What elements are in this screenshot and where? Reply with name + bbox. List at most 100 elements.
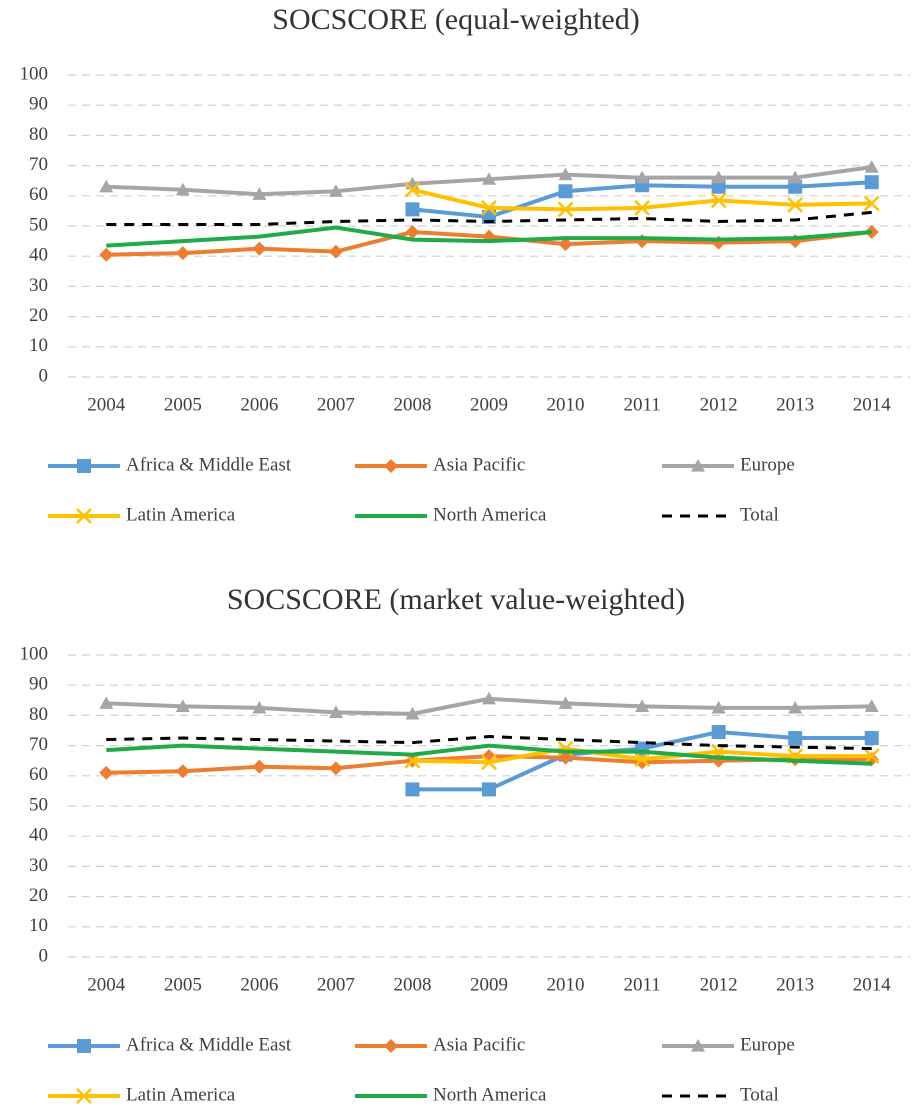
y-tick-label: 80	[29, 124, 48, 145]
marker	[711, 170, 726, 184]
marker	[328, 184, 343, 197]
legend-label: Europe	[740, 1034, 795, 1055]
legend-label: Total	[740, 1084, 779, 1105]
marker	[788, 170, 803, 184]
x-tick-label: 2009	[470, 974, 508, 995]
x-tick-label: 2007	[317, 974, 355, 995]
y-tick-label: 100	[20, 63, 49, 84]
marker	[864, 160, 879, 173]
marker	[405, 202, 420, 217]
x-tick-label: 2012	[700, 394, 738, 415]
marker	[76, 508, 92, 524]
y-tick-label: 40	[29, 825, 48, 846]
x-tick-label: 2006	[240, 394, 278, 415]
marker	[252, 759, 267, 774]
marker	[863, 195, 880, 212]
marker	[252, 241, 267, 256]
legend-label: Asia Pacific	[433, 454, 525, 475]
marker	[405, 225, 420, 240]
x-tick-label: 2006	[240, 974, 278, 995]
y-tick-label: 70	[29, 154, 48, 175]
series-line	[106, 225, 872, 248]
legend-label: North America	[433, 504, 547, 525]
legend-label: Africa & Middle East	[126, 1034, 292, 1055]
marker	[252, 187, 267, 200]
marker	[635, 699, 650, 712]
marker	[558, 750, 573, 765]
marker	[558, 184, 573, 199]
y-tick-label: 20	[29, 305, 48, 326]
marker	[634, 199, 650, 216]
marker	[788, 731, 803, 746]
x-tick-label: 2011	[623, 974, 660, 995]
x-tick-label: 2011	[623, 394, 660, 415]
x-tick-label: 2014	[853, 974, 892, 995]
marker	[711, 725, 726, 740]
y-tick-label: 0	[39, 945, 49, 966]
x-tick-label: 2013	[776, 974, 814, 995]
y-tick-label: 90	[29, 674, 48, 695]
marker	[77, 1039, 91, 1053]
marker	[634, 751, 650, 768]
marker	[252, 700, 267, 714]
marker	[558, 696, 573, 709]
marker	[864, 175, 879, 190]
y-tick-label: 20	[29, 885, 48, 906]
marker	[99, 696, 114, 709]
chart-title: SOCSCORE (market value-weighted)	[227, 583, 685, 616]
marker	[863, 748, 880, 765]
legend-label: Latin America	[126, 504, 236, 525]
marker	[481, 754, 497, 771]
legend-label: Latin America	[126, 1084, 236, 1105]
series-line	[106, 210, 872, 226]
marker	[481, 199, 497, 216]
y-tick-label: 10	[29, 915, 48, 936]
x-tick-label: 2005	[164, 974, 202, 995]
legend-label: Europe	[740, 454, 795, 475]
y-tick-label: 60	[29, 764, 48, 785]
marker	[384, 1039, 398, 1053]
marker	[328, 244, 343, 259]
y-tick-label: 60	[29, 184, 48, 205]
x-tick-label: 2012	[700, 974, 738, 995]
marker	[99, 179, 114, 193]
y-tick-label: 90	[29, 94, 48, 115]
x-tick-label: 2004	[87, 974, 126, 995]
marker	[175, 246, 190, 261]
marker	[99, 247, 114, 262]
marker	[787, 196, 804, 213]
legend-label: North America	[433, 1084, 547, 1105]
marker	[864, 731, 879, 746]
marker	[691, 459, 705, 472]
marker	[482, 782, 496, 797]
y-tick-label: 100	[20, 643, 49, 664]
marker	[175, 182, 190, 196]
marker	[558, 237, 573, 252]
x-tick-label: 2010	[547, 394, 585, 415]
marker	[77, 459, 91, 473]
x-tick-label: 2008	[393, 974, 431, 995]
marker	[788, 700, 803, 714]
marker	[328, 705, 343, 718]
chart-title: SOCSCORE (equal-weighted)	[272, 3, 639, 36]
marker	[711, 700, 726, 714]
y-tick-label: 30	[29, 855, 48, 876]
y-tick-label: 70	[29, 734, 48, 755]
series-line	[106, 735, 872, 751]
marker	[691, 1039, 705, 1052]
marker	[175, 699, 190, 712]
marker	[99, 765, 114, 780]
x-tick-label: 2010	[547, 974, 585, 995]
marker	[557, 201, 574, 218]
x-tick-label: 2008	[393, 394, 431, 415]
marker	[482, 172, 496, 185]
marker	[175, 764, 190, 779]
y-tick-label: 50	[29, 214, 48, 235]
x-tick-label: 2014	[853, 394, 892, 415]
x-tick-label: 2009	[470, 394, 508, 415]
y-tick-label: 50	[29, 794, 48, 815]
marker	[384, 459, 398, 473]
legend-label: Africa & Middle East	[126, 454, 292, 475]
marker	[328, 761, 343, 776]
